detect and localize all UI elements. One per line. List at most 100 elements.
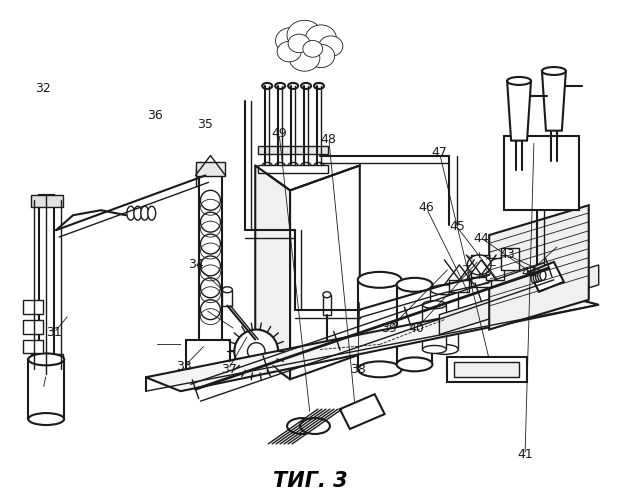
Ellipse shape — [288, 83, 298, 89]
Text: 41: 41 — [517, 448, 533, 462]
Bar — [430, 290, 458, 350]
Bar — [24, 300, 43, 314]
Ellipse shape — [141, 206, 149, 220]
Bar — [24, 340, 43, 353]
Bar — [323, 294, 331, 314]
Text: 31: 31 — [46, 326, 62, 338]
Text: 37: 37 — [221, 363, 236, 376]
Ellipse shape — [308, 44, 335, 68]
Polygon shape — [440, 265, 599, 334]
Ellipse shape — [301, 83, 311, 89]
Text: 47: 47 — [432, 146, 448, 158]
Ellipse shape — [430, 285, 458, 294]
Bar — [259, 146, 328, 154]
Ellipse shape — [275, 28, 306, 54]
Ellipse shape — [127, 206, 135, 220]
Text: 34: 34 — [188, 258, 204, 272]
Ellipse shape — [262, 83, 272, 89]
Bar — [471, 255, 489, 277]
Text: 38: 38 — [350, 363, 366, 376]
Bar — [486, 258, 504, 280]
Polygon shape — [146, 294, 599, 391]
Ellipse shape — [247, 342, 265, 360]
Bar — [31, 196, 63, 207]
Ellipse shape — [397, 358, 432, 372]
Bar — [24, 320, 43, 334]
Ellipse shape — [507, 77, 531, 85]
Ellipse shape — [148, 206, 156, 220]
Ellipse shape — [29, 354, 64, 366]
Bar — [454, 362, 519, 378]
Ellipse shape — [277, 42, 301, 62]
Ellipse shape — [422, 300, 446, 308]
Text: 46: 46 — [418, 201, 434, 214]
Text: 48: 48 — [321, 133, 337, 146]
Ellipse shape — [289, 45, 320, 71]
Bar — [422, 304, 446, 350]
Bar — [39, 196, 54, 374]
Ellipse shape — [306, 25, 336, 51]
Ellipse shape — [531, 273, 537, 283]
Bar — [504, 136, 579, 210]
Ellipse shape — [287, 20, 322, 50]
Ellipse shape — [467, 255, 491, 275]
Text: 33: 33 — [175, 360, 192, 374]
Ellipse shape — [536, 272, 541, 281]
Bar — [198, 176, 223, 364]
Bar — [259, 166, 328, 173]
Polygon shape — [290, 166, 360, 380]
Bar — [471, 275, 491, 287]
Bar — [195, 168, 213, 186]
Bar — [29, 360, 64, 419]
Ellipse shape — [223, 287, 232, 293]
Bar — [397, 285, 432, 364]
Ellipse shape — [358, 362, 402, 378]
Ellipse shape — [303, 40, 322, 57]
Ellipse shape — [275, 83, 285, 89]
Bar — [448, 358, 527, 382]
Ellipse shape — [300, 418, 330, 434]
Ellipse shape — [314, 83, 324, 89]
Ellipse shape — [319, 36, 343, 56]
Ellipse shape — [288, 34, 310, 52]
Ellipse shape — [397, 278, 432, 292]
Text: 36: 36 — [146, 110, 162, 122]
Polygon shape — [542, 71, 566, 130]
Ellipse shape — [430, 344, 458, 354]
Text: ΤИГ. 3: ΤИГ. 3 — [273, 470, 347, 490]
Polygon shape — [489, 205, 589, 330]
Ellipse shape — [288, 162, 298, 168]
Ellipse shape — [540, 270, 546, 280]
Bar — [450, 280, 469, 292]
Ellipse shape — [134, 206, 142, 220]
Bar — [358, 280, 402, 370]
Ellipse shape — [542, 67, 566, 75]
Bar — [185, 340, 231, 370]
Ellipse shape — [275, 162, 285, 168]
Ellipse shape — [314, 162, 324, 168]
Polygon shape — [529, 262, 564, 292]
Text: 39: 39 — [381, 322, 397, 335]
Ellipse shape — [262, 162, 272, 168]
Text: 43: 43 — [500, 248, 515, 262]
Text: 35: 35 — [197, 118, 213, 131]
Polygon shape — [507, 81, 531, 140]
Text: 42: 42 — [521, 266, 537, 279]
Text: 32: 32 — [35, 82, 51, 95]
Ellipse shape — [358, 272, 402, 288]
Ellipse shape — [29, 413, 64, 425]
Polygon shape — [255, 166, 290, 380]
Text: 49: 49 — [272, 126, 287, 140]
Ellipse shape — [301, 162, 311, 168]
Text: 44: 44 — [474, 232, 489, 244]
Ellipse shape — [287, 418, 317, 434]
Ellipse shape — [538, 271, 544, 281]
Text: 45: 45 — [449, 220, 465, 232]
Ellipse shape — [533, 272, 539, 282]
Ellipse shape — [422, 346, 446, 354]
Ellipse shape — [323, 292, 331, 298]
Ellipse shape — [234, 330, 278, 374]
Polygon shape — [340, 394, 384, 429]
Bar — [195, 162, 226, 176]
Bar — [501, 248, 519, 270]
